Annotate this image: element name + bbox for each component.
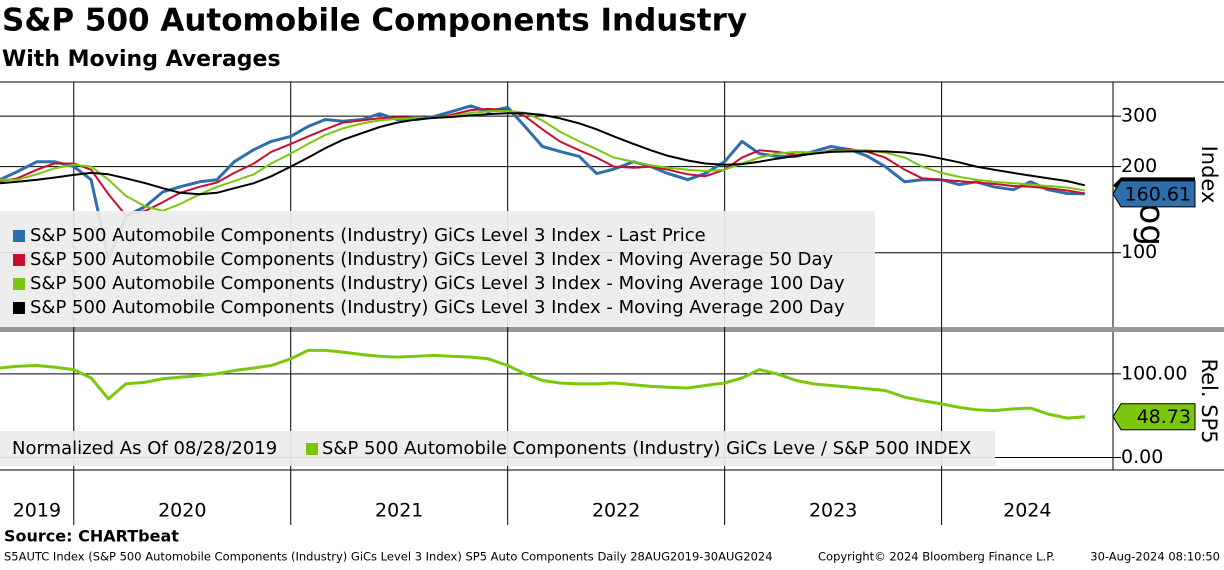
- legend-swatch: [13, 278, 25, 290]
- legend-box: [0, 431, 995, 466]
- series-line: [0, 109, 1085, 212]
- y-axis-label: Rel. SP5: [1197, 358, 1221, 443]
- chart-title: S&P 500 Automobile Components Industry: [2, 3, 747, 39]
- y-tick-label: 100.00: [1121, 362, 1187, 384]
- x-tick-label: 2024: [1003, 500, 1051, 522]
- y-tick-label: 100: [1121, 241, 1157, 263]
- legend-label: S&P 500 Automobile Components (Industry)…: [322, 438, 971, 459]
- x-tick-label: 2021: [375, 500, 423, 522]
- last-value-label: 160.61: [1125, 183, 1191, 205]
- chart-subtitle: With Moving Averages: [2, 47, 281, 72]
- footer-left: S5AUTC Index (S&P 500 Automobile Compone…: [4, 550, 773, 564]
- last-value-badge: [1112, 403, 1196, 431]
- legend-label: S&P 500 Automobile Components (Industry)…: [30, 225, 706, 246]
- legend-swatch: [306, 443, 318, 455]
- panel-separator: [0, 327, 1224, 332]
- legend-swatch: [13, 254, 25, 266]
- y-tick-label: 200: [1121, 155, 1157, 177]
- legend-label: S&P 500 Automobile Components (Industry)…: [30, 273, 845, 294]
- x-tick-label: 2019: [13, 500, 61, 522]
- y-tick-label: 0.00: [1121, 446, 1163, 468]
- x-tick-label: 2022: [592, 500, 640, 522]
- x-tick-label: 2020: [158, 500, 206, 522]
- x-tick-label: 2023: [809, 500, 857, 522]
- legend-label: S&P 500 Automobile Components (Industry)…: [30, 297, 845, 318]
- footer-timestamp: 30-Aug-2024 08:10:50: [1090, 550, 1220, 564]
- footer-copyright: Copyright© 2024 Bloomberg Finance L.P.: [818, 550, 1055, 564]
- legend-note: Normalized As Of 08/28/2019: [12, 438, 277, 459]
- y-tick-label: 300: [1121, 105, 1157, 127]
- legend-swatch: [13, 302, 25, 314]
- legend-swatch: [13, 230, 25, 242]
- series-line: [0, 348, 1085, 420]
- series-line: [0, 112, 1086, 196]
- source: Source: CHARTbeat: [4, 527, 179, 546]
- series-line: [0, 107, 1085, 217]
- legend-box: [0, 211, 875, 327]
- legend-label: S&P 500 Automobile Components (Industry)…: [30, 249, 834, 270]
- last-value-label: 48.73: [1137, 406, 1191, 428]
- series-line: [0, 104, 1085, 261]
- y-axis-label: Index: [1197, 146, 1221, 204]
- last-value-badge: [1112, 180, 1196, 208]
